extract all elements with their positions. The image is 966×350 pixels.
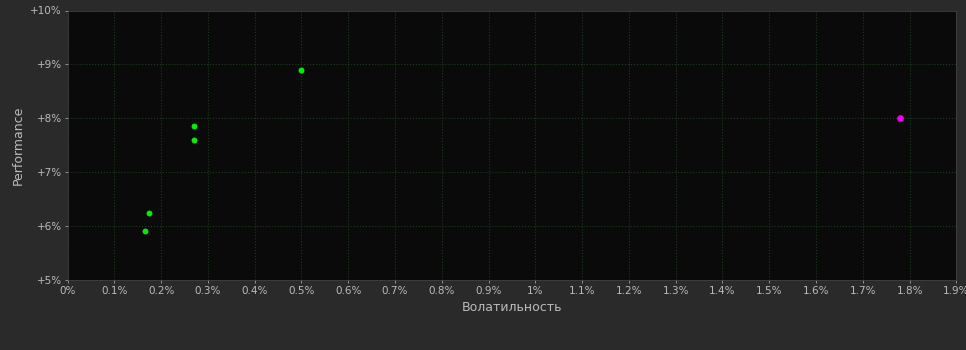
Y-axis label: Performance: Performance — [12, 106, 25, 185]
Point — [893, 116, 908, 121]
Point — [294, 67, 309, 72]
Point — [137, 229, 153, 234]
Point — [186, 137, 202, 143]
Point — [142, 210, 157, 215]
Point — [186, 124, 202, 129]
X-axis label: Волатильность: Волатильность — [462, 301, 562, 314]
